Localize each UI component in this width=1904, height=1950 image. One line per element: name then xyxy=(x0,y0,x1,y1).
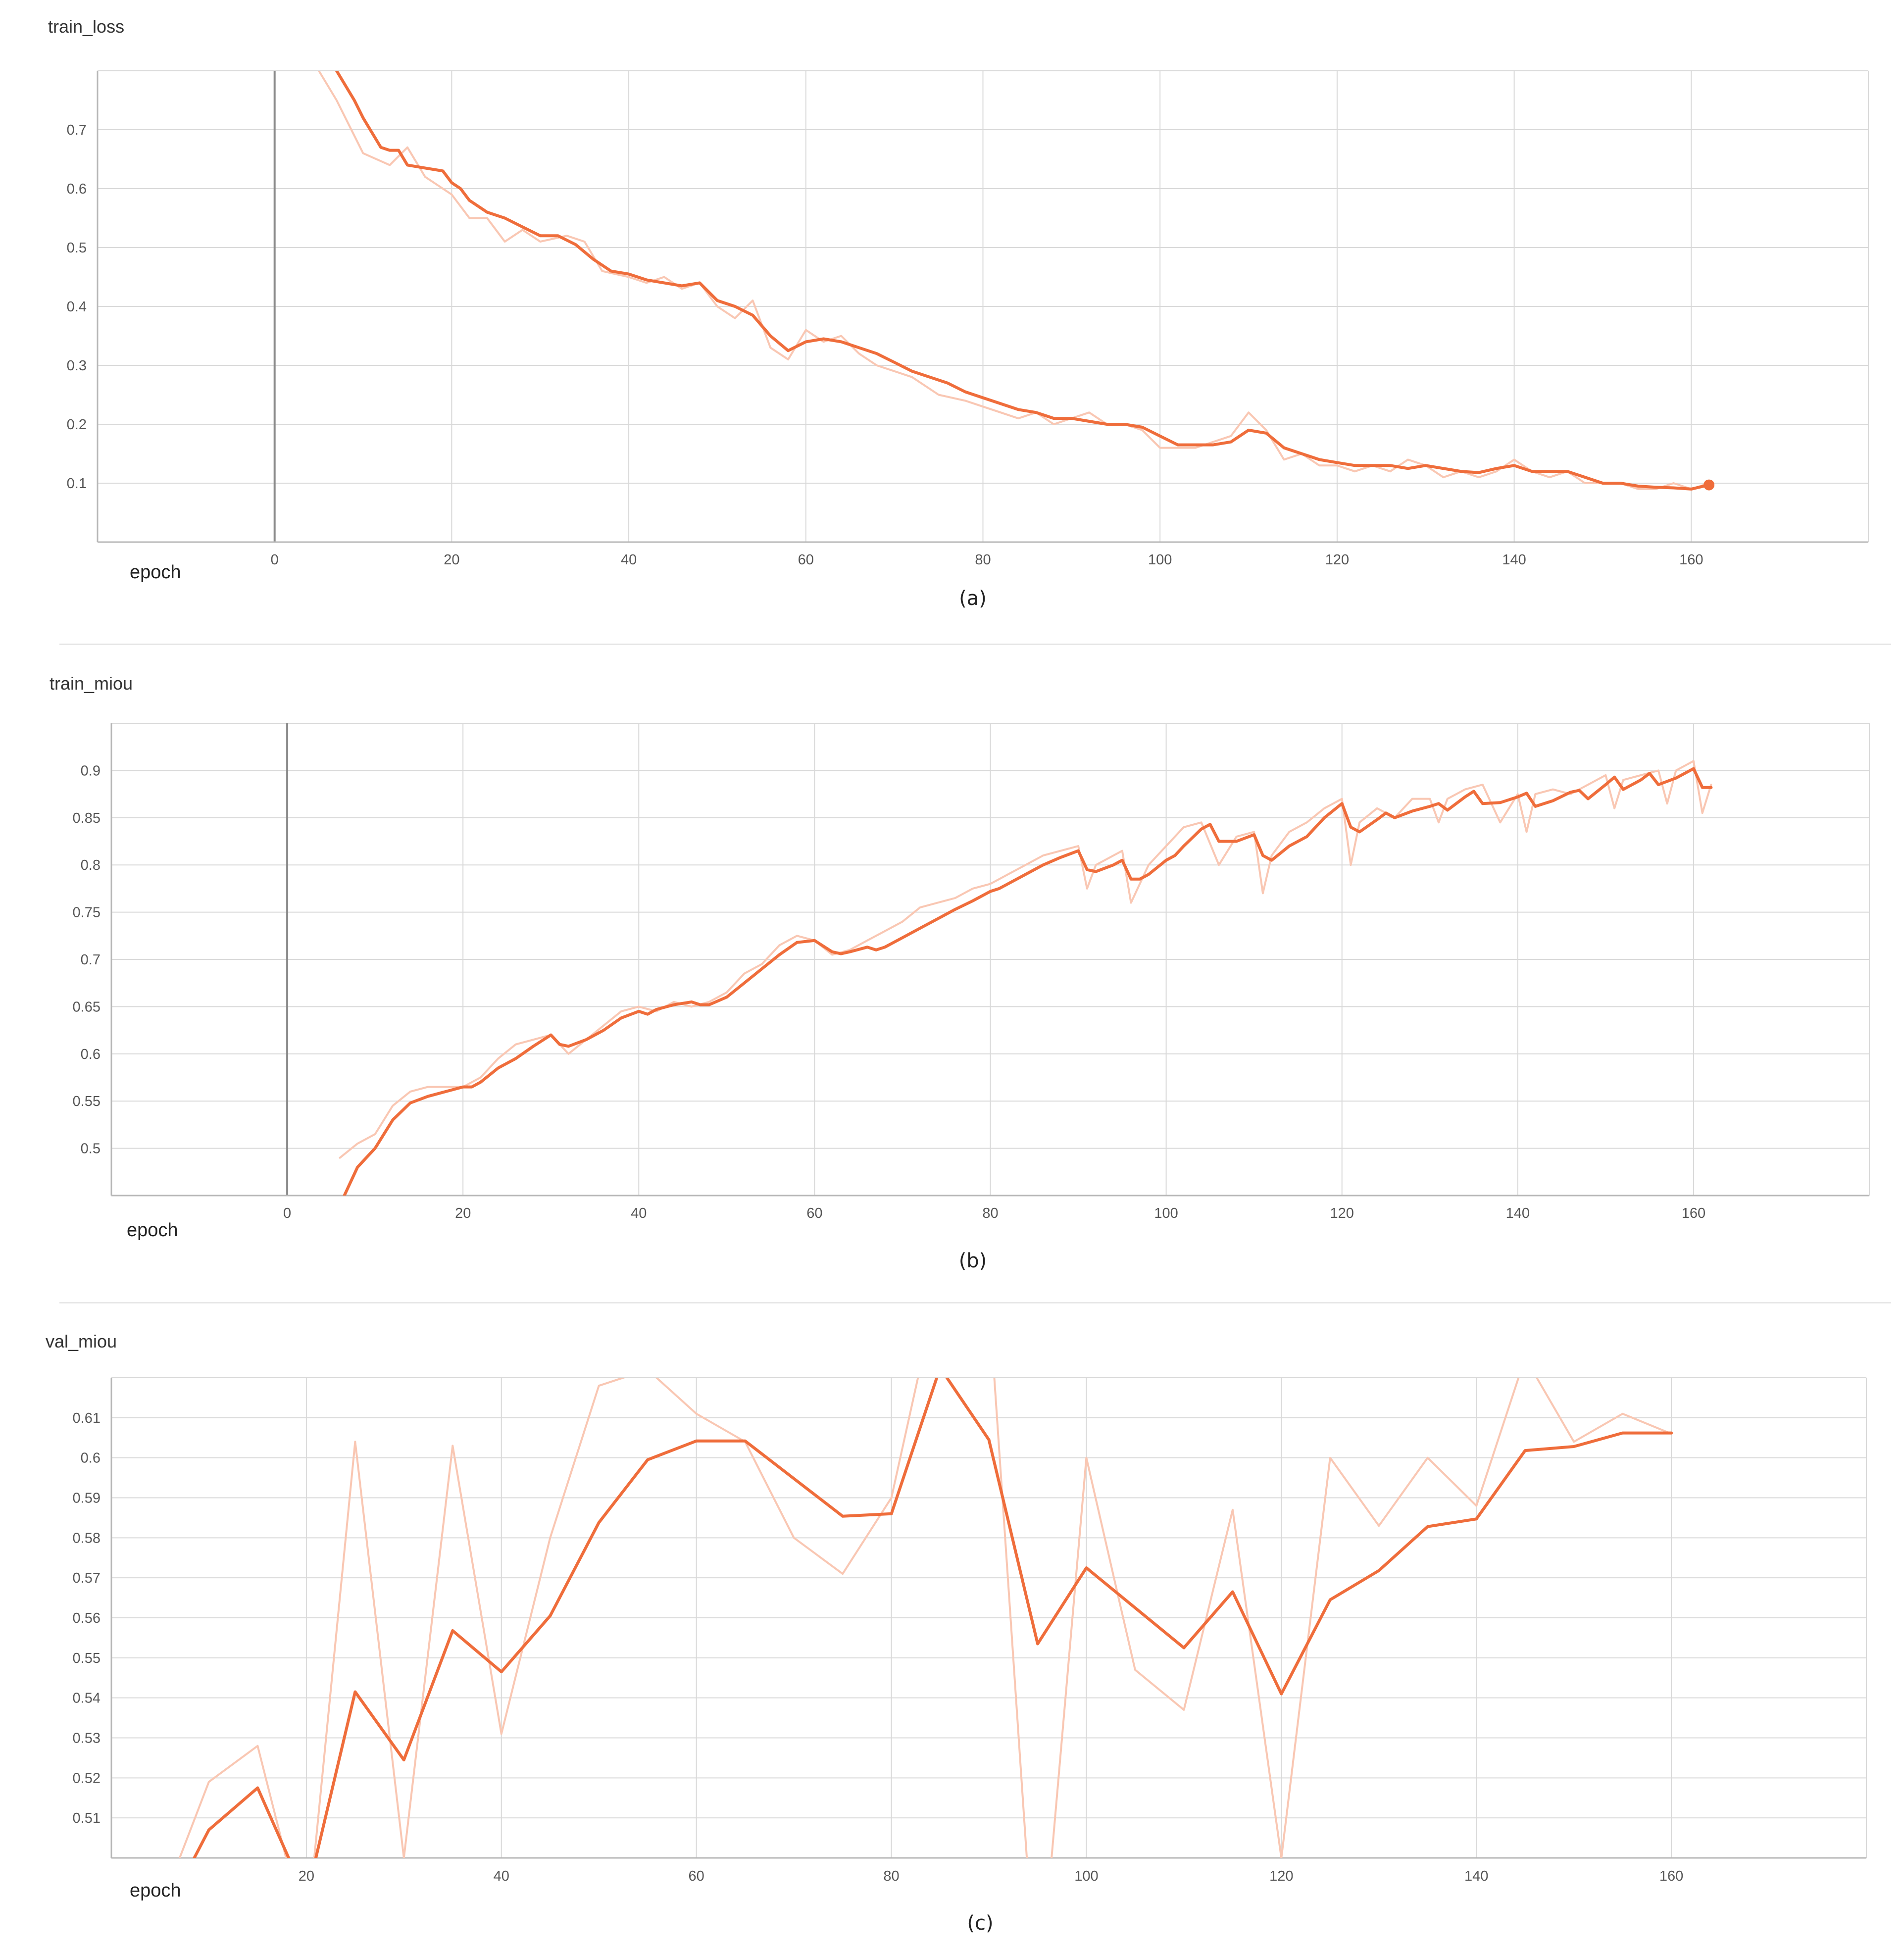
series-group xyxy=(178,1378,1673,1858)
raw-series-line xyxy=(178,1378,1673,1858)
x-tick-label: 60 xyxy=(689,1868,704,1884)
x-tick-label: 0 xyxy=(271,552,279,568)
figure-caption: (c) xyxy=(967,1912,993,1935)
x-tick-label: 80 xyxy=(883,1868,899,1884)
y-tick-label: 0.7 xyxy=(81,952,100,968)
train-loss-chart: train_loss 0.1 0.2 0.3 0.4 0.5 0.6 0.7 0 20 40 60 8… xyxy=(48,16,1869,610)
x-tick-label: 20 xyxy=(455,1205,471,1221)
x-tick-label: 20 xyxy=(299,1868,314,1884)
y-tick-label: 0.75 xyxy=(73,905,100,921)
y-tick-label: 0.59 xyxy=(73,1491,100,1506)
y-tick-label: 0.58 xyxy=(73,1530,100,1546)
y-tick-label: 0.8 xyxy=(81,857,100,873)
raw-series-line xyxy=(339,760,1712,1159)
plot-area: 0.1 0.2 0.3 0.4 0.5 0.6 0.7 0 20 40 60 80 100 120 140 1… xyxy=(67,70,1869,568)
series-group xyxy=(339,760,1713,1196)
x-tick-label: 100 xyxy=(1148,552,1172,568)
y-tick-label: 0.4 xyxy=(67,299,87,315)
smoothed-series-line xyxy=(335,71,1711,491)
x-tick-label: 40 xyxy=(631,1205,647,1221)
plot-area: 0.51 0.52 0.53 0.54 0.55 0.56 0.57 0.58 0.59 0.6 0… xyxy=(73,1377,1867,1884)
x-tick-label: 0 xyxy=(283,1205,291,1221)
x-tick-label: 140 xyxy=(1506,1205,1530,1221)
smoothed-series-line xyxy=(193,1378,1673,1858)
x-tick-label: 40 xyxy=(494,1868,509,1884)
series-end-marker xyxy=(1704,479,1715,491)
x-tick-label: 20 xyxy=(444,552,459,568)
y-tick-label: 0.61 xyxy=(73,1410,100,1426)
y-tick-label: 0.6 xyxy=(67,181,87,197)
y-tick-label: 0.56 xyxy=(73,1610,100,1626)
x-tick-label: 80 xyxy=(982,1205,998,1221)
x-axis-label: epoch xyxy=(130,562,181,583)
chart-title: train_loss xyxy=(48,16,124,37)
chart-title: train_miou xyxy=(50,673,133,694)
y-tick-label: 0.65 xyxy=(73,999,100,1015)
panel-train-miou: train_miou 0.5 0.55 0.6 0.65 0.7 0.75 0.8 0.85 0… xyxy=(0,656,1904,1304)
x-tick-label: 160 xyxy=(1679,552,1703,568)
x-tick-label: 60 xyxy=(806,1205,822,1221)
x-axis-label: epoch xyxy=(127,1220,178,1241)
plot-area: 0.5 0.55 0.6 0.65 0.7 0.75 0.8 0.85 0.9 0 20 40 60 80… xyxy=(73,723,1870,1221)
y-tick-label: 0.5 xyxy=(67,240,87,256)
x-tick-label: 100 xyxy=(1074,1868,1098,1884)
x-tick-label: 120 xyxy=(1269,1868,1293,1884)
y-tick-label: 0.54 xyxy=(73,1691,100,1706)
x-axis-label: epoch xyxy=(130,1880,181,1901)
panel-val-miou: val_miou 0.51 0.52 0.53 0.54 0.55 0.56 0.57 0.5… xyxy=(0,1314,1904,1950)
y-tick-label: 0.57 xyxy=(73,1570,100,1586)
x-tick-label: 60 xyxy=(798,552,814,568)
chart-title: val_miou xyxy=(46,1331,117,1351)
figure-caption: (b) xyxy=(959,1250,987,1272)
train-miou-chart: train_miou 0.50.550.60.650.70.750.80.850… xyxy=(50,673,1870,1272)
series-group xyxy=(318,71,1711,491)
y-tick-label: 0.53 xyxy=(73,1731,100,1747)
x-tick-label: 160 xyxy=(1659,1868,1683,1884)
y-tick-label: 0.52 xyxy=(73,1770,100,1786)
raw-series-line xyxy=(318,71,1710,490)
x-tick-label: 100 xyxy=(1154,1205,1178,1221)
x-tick-label: 140 xyxy=(1502,552,1526,568)
val-miou-chart: val_miou 0.510.520.530.540.550.560.570.5… xyxy=(46,1331,1867,1935)
panel-divider xyxy=(59,644,1891,645)
y-tick-label: 0.6 xyxy=(81,1047,100,1062)
y-tick-label: 0.9 xyxy=(81,763,100,779)
y-tick-label: 0.1 xyxy=(67,476,87,492)
y-tick-label: 0.55 xyxy=(73,1094,100,1109)
x-tick-label: 140 xyxy=(1464,1868,1488,1884)
x-tick-label: 80 xyxy=(975,552,991,568)
y-tick-label: 0.3 xyxy=(67,358,87,374)
y-tick-label: 0.85 xyxy=(73,810,100,826)
x-tick-label: 160 xyxy=(1682,1205,1705,1221)
y-tick-label: 0.2 xyxy=(67,417,87,433)
smoothed-series-line xyxy=(343,767,1713,1196)
x-tick-label: 120 xyxy=(1325,552,1349,568)
y-tick-label: 0.51 xyxy=(73,1810,100,1826)
panel-train-loss: train_loss 0.1 0.2 0.3 0.4 0.5 0.6 0.7 0 20 40 60 8… xyxy=(0,0,1904,644)
y-tick-label: 0.55 xyxy=(73,1650,100,1666)
panel-divider xyxy=(59,1302,1891,1303)
x-tick-label: 120 xyxy=(1330,1205,1354,1221)
y-tick-label: 0.7 xyxy=(67,122,87,138)
y-tick-label: 0.5 xyxy=(81,1141,100,1157)
figure-caption: (a) xyxy=(959,587,987,610)
x-tick-label: 40 xyxy=(621,552,637,568)
y-tick-label: 0.6 xyxy=(81,1450,100,1466)
